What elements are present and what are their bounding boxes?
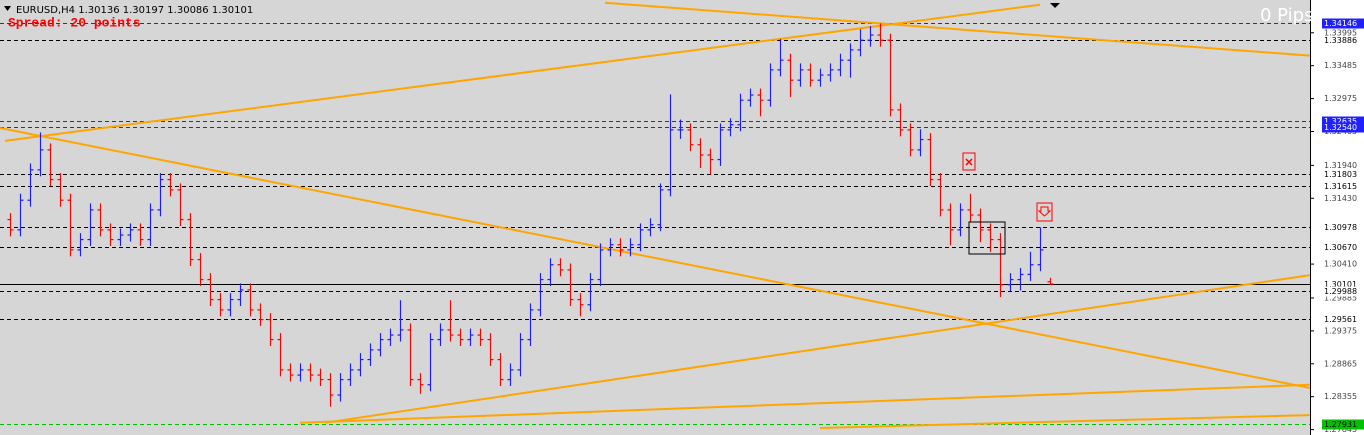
spread-text: Spread: 20 points bbox=[8, 15, 141, 30]
last-high: 1.30197 bbox=[123, 5, 164, 16]
trendline bbox=[4, 3, 1041, 142]
shift-marker bbox=[1050, 3, 1060, 8]
last-open: 1.30136 bbox=[78, 5, 119, 16]
axis-labels: 1.339951.334851.329751.324651.319401.314… bbox=[1310, 18, 1364, 434]
plot-background bbox=[0, 0, 1310, 435]
level-label-box bbox=[1322, 18, 1364, 29]
level-label: 1.32635 bbox=[1324, 117, 1357, 126]
level-label-box bbox=[1322, 314, 1364, 325]
level-label: 1.31615 bbox=[1324, 182, 1357, 191]
trendline bbox=[0, 126, 1310, 389]
marker-box bbox=[962, 152, 976, 171]
down-arrow-icon bbox=[1037, 206, 1052, 217]
level-label: 1.27931 bbox=[1324, 420, 1357, 429]
level-label: 1.30670 bbox=[1324, 243, 1357, 252]
level-label-box bbox=[1322, 279, 1364, 290]
marker-box bbox=[1036, 202, 1053, 222]
level-label-box bbox=[1322, 222, 1364, 233]
level-label-box bbox=[1322, 116, 1364, 127]
y-tick-label: 1.27845 bbox=[1324, 425, 1357, 434]
level-label-box bbox=[1322, 242, 1364, 253]
y-tick-label: 1.28865 bbox=[1324, 359, 1357, 368]
pips-text: 0 Pips bbox=[1260, 5, 1313, 26]
y-tick-label: 1.33995 bbox=[1324, 28, 1357, 37]
y-tick-label: 1.31940 bbox=[1324, 161, 1357, 170]
level-label-box bbox=[1322, 169, 1364, 180]
trendlines bbox=[0, 1, 1310, 429]
level-label-box bbox=[1322, 419, 1364, 430]
level-label-box bbox=[1322, 286, 1364, 297]
level-label: 1.34146 bbox=[1324, 19, 1357, 28]
trendline bbox=[299, 383, 1310, 424]
last-low: 1.30086 bbox=[167, 5, 208, 16]
symbol: EURUSD,H4 bbox=[16, 5, 75, 16]
selection-box bbox=[968, 221, 1006, 255]
menu-triangle bbox=[4, 6, 11, 11]
y-tick-label: 1.33485 bbox=[1324, 61, 1357, 70]
trendline bbox=[604, 1, 1310, 57]
chart-header: EURUSD,H4 1.30136 1.30197 1.30086 1.3010… bbox=[16, 5, 253, 16]
price-axis bbox=[1310, 0, 1364, 435]
level-label-box bbox=[1322, 181, 1364, 192]
level-label: 1.29561 bbox=[1324, 315, 1357, 324]
level-label: 1.30101 bbox=[1324, 280, 1357, 289]
level-label: 1.31803 bbox=[1324, 170, 1357, 179]
y-tick-label: 1.29375 bbox=[1324, 326, 1357, 335]
level-label: 1.32540 bbox=[1324, 123, 1357, 132]
y-tick-label: 1.29885 bbox=[1324, 293, 1357, 302]
level-label-box bbox=[1322, 122, 1364, 133]
last-close: 1.30101 bbox=[212, 5, 253, 16]
levels bbox=[0, 23, 1310, 425]
level-label: 1.33886 bbox=[1324, 36, 1357, 45]
level-label: 1.29988 bbox=[1324, 287, 1357, 296]
y-tick-label: 1.31430 bbox=[1324, 194, 1357, 203]
level-label: 1.30978 bbox=[1324, 223, 1357, 232]
trendline bbox=[819, 414, 1310, 429]
bars bbox=[7, 23, 1054, 407]
annotations bbox=[4, 3, 1060, 255]
trendline bbox=[324, 274, 1310, 424]
y-tick-label: 1.28355 bbox=[1324, 392, 1357, 401]
y-tick-label: 1.32975 bbox=[1324, 94, 1357, 103]
cross-icon bbox=[965, 158, 973, 166]
level-label-box bbox=[1322, 35, 1364, 46]
y-tick-label: 1.30410 bbox=[1324, 260, 1357, 269]
